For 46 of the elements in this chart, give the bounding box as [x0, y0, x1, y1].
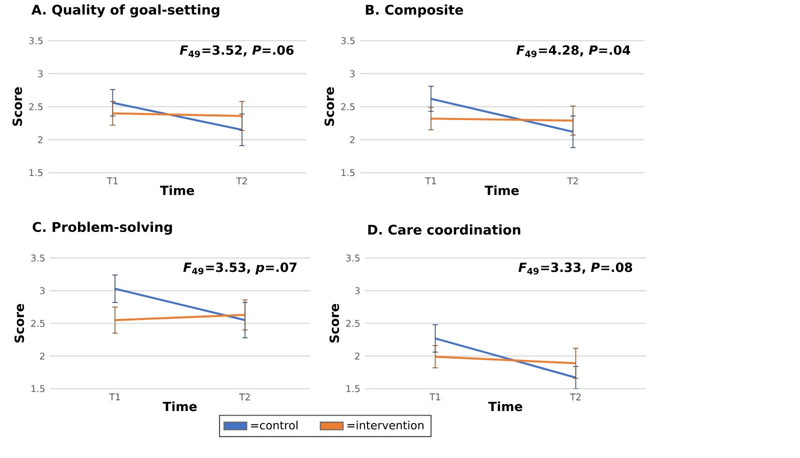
chart-title: B. Composite	[366, 4, 464, 18]
chart-title: D. Care coordination	[368, 224, 520, 235]
y-tick-label: 2.5	[29, 103, 42, 110]
y-tick-label: 3	[355, 287, 360, 294]
y-axis-title: Score	[330, 304, 340, 343]
y-tick-label: 3	[350, 70, 355, 78]
annotation: F$_{49}$=3.52, P=.06	[180, 45, 294, 58]
y-tick-label: 2	[355, 352, 360, 360]
y-tick-label: 3	[40, 287, 45, 294]
y-tick-label: 2.5	[346, 320, 360, 328]
y-axis-title: Score	[324, 87, 334, 126]
x-axis-title: Time	[484, 186, 519, 196]
chart-title: A. Quality of goal-setting	[31, 4, 220, 18]
annotation: F$_{49}$=3.53, p=.07	[183, 262, 297, 275]
x-tick-label: T2	[239, 394, 250, 400]
y-tick-label: 2	[38, 136, 42, 144]
y-tick-label: 1.5	[30, 169, 42, 176]
y-tick-label: 2	[40, 352, 44, 360]
y-tick-label: 2.5	[31, 320, 44, 328]
y-axis-title: Score	[14, 304, 24, 343]
x-tick-label: T2	[567, 178, 578, 184]
y-tick-label: 3.5	[31, 254, 44, 262]
y-tick-label: 3.5	[29, 37, 42, 44]
y-tick-label: 1.5	[32, 385, 44, 392]
x-tick-label: T2	[236, 178, 247, 184]
legend-label: =control	[251, 420, 298, 430]
x-tick-label: T1	[425, 178, 436, 184]
x-tick-label: T1	[109, 394, 120, 400]
x-tick-label: T1	[429, 394, 440, 400]
y-tick-label: 1.5	[342, 169, 354, 176]
y-tick-label: 3.5	[341, 37, 354, 44]
y-tick-label: 2.5	[341, 103, 354, 110]
annotation: F$_{49}$=3.33, P=.08	[518, 262, 632, 275]
x-axis-title: Time	[488, 402, 522, 412]
x-axis-title: Time	[160, 186, 194, 196]
x-tick-label: T1	[106, 178, 118, 184]
y-tick-label: 1.5	[346, 385, 360, 392]
y-axis-title: Score	[12, 87, 22, 126]
x-tick-label: T2	[570, 394, 581, 400]
y-tick-label: 3	[38, 70, 43, 78]
y-tick-label: 3.5	[346, 254, 360, 262]
chart-title: C. Problem-solving	[32, 222, 172, 235]
annotation: F$_{49}$=4.28, P=.04	[516, 45, 630, 58]
legend-label: =intervention	[347, 420, 424, 430]
x-axis-title: Time	[162, 402, 197, 412]
y-tick-label: 2	[350, 136, 354, 144]
